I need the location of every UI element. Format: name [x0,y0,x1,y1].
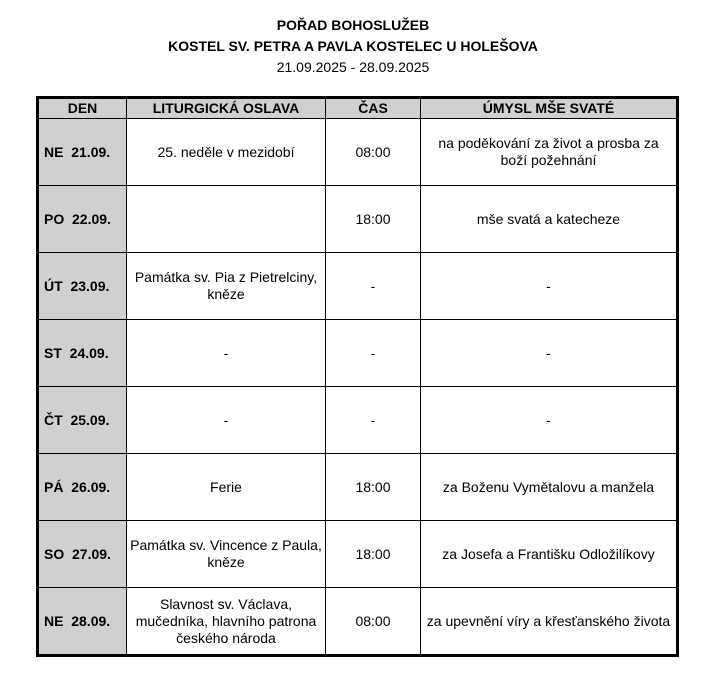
day-cell: ČT 25.09. [37,386,127,454]
time-cell: - [325,386,421,454]
table-row: PÁ 26.09. Ferie 18:00 za Boženu Vymětalovu … [37,453,678,521]
table-row: SO 27.09. Památka sv. Vincence z Paula, k… [37,520,678,588]
time-cell: - [325,319,421,387]
celebration-cell: - [126,386,326,454]
column-header-celebration: LITURGICKÁ OSLAVA [126,97,326,119]
time-cell: 18:00 [325,453,421,521]
intention-cell: - [420,386,678,454]
day-cell: PO 22.09. [37,185,127,253]
church-name: KOSTEL SV. PETRA A PAVLA KOSTELEC U HOLE… [168,38,538,54]
time-cell: 08:00 [325,118,421,186]
table-row: NE 21.09. 25. neděle v mezidobí 08:00 na po… [37,118,678,186]
column-header-time: ČAS [325,97,421,119]
intention-cell: mše svatá a katecheze [420,185,678,253]
intention-cell: za Josefa a Františku Odložilíkovy [420,520,678,588]
header-row: DEN LITURGICKÁ OSLAVA ČAS ÚMYSL MŠE SVAT… [37,97,678,119]
time-cell: 08:00 [325,587,421,656]
celebration-cell: Památka sv. Pia z Pietrelciny, kněze [126,252,326,320]
document-title: POŘAD BOHOSLUŽEB [276,17,430,33]
schedule-table: DEN LITURGICKÁ OSLAVA ČAS ÚMYSL MŠE SVAT… [36,96,679,657]
table-row: ČT 25.09. - - - [37,386,678,454]
table-row: ÚT 23.09. Památka sv. Pia z Pietrelciny, … [37,252,678,320]
column-header-intention: ÚMYSL MŠE SVATÉ [420,97,678,119]
intention-cell: za Boženu Vymětalovu a manžela [420,453,678,521]
day-cell: NE 28.09. [37,587,127,656]
intention-cell: za upevnění víry a křesťanského života [420,587,678,656]
day-cell: NE 21.09. [37,118,127,186]
column-header-day: DEN [37,97,127,119]
day-cell: ÚT 23.09. [37,252,127,320]
time-cell: - [325,252,421,320]
intention-cell: - [420,252,678,320]
table-row: PO 22.09. 18:00 mše svatá a katecheze [37,185,678,253]
table-row: NE 28.09. Slavnost sv. Václava, mučedníka… [37,587,678,656]
celebration-cell: 25. neděle v mezidobí [126,118,326,186]
intention-cell: - [420,319,678,387]
celebration-cell: Památka sv. Vincence z Paula, kněze [126,520,326,588]
celebration-cell [126,185,326,253]
day-cell: SO 27.09. [37,520,127,588]
time-cell: 18:00 [325,185,421,253]
celebration-cell: Slavnost sv. Václava, mučedníka, hlavníh… [126,587,326,656]
table-row: ST 24.09. - - - [37,319,678,387]
day-cell: PÁ 26.09. [37,453,127,521]
intention-cell: na poděkování za život a prosba za boží … [420,118,678,186]
date-range: 21.09.2025 - 28.09.2025 [276,59,430,75]
time-cell: 18:00 [325,520,421,588]
celebration-cell: Ferie [126,453,326,521]
celebration-cell: - [126,319,326,387]
day-cell: ST 24.09. [37,319,127,387]
